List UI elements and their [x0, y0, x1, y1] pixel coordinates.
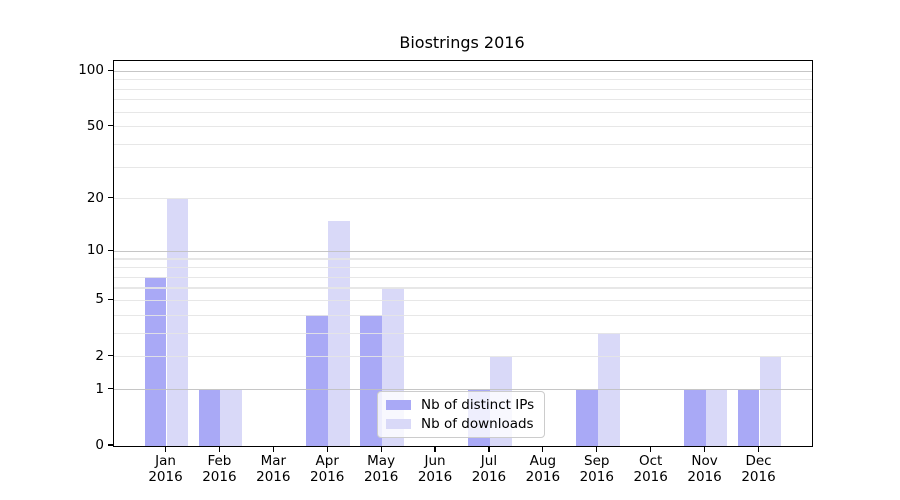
gridline-major	[114, 389, 812, 391]
x-tick-mark	[757, 446, 760, 452]
x-tick-label-sep: Sep 2016	[579, 453, 614, 485]
y-tick-mark	[107, 444, 113, 446]
bar-jan-downloads	[166, 198, 189, 446]
bar-apr-ips	[306, 315, 329, 446]
plot-area	[113, 60, 813, 447]
y-tick-label: 20	[86, 189, 104, 206]
gridline-minor	[114, 143, 812, 145]
gridline-minor	[114, 314, 812, 316]
y-tick-label: 50	[86, 117, 104, 134]
x-tick-mark	[650, 446, 652, 452]
gridline-major	[114, 250, 812, 252]
gridline-minor	[114, 111, 812, 113]
bar-dec-downloads	[759, 356, 782, 446]
x-tick-mark	[218, 446, 220, 452]
x-tick-label-jun: Jun 2016	[417, 453, 453, 485]
y-tick-label: 10	[86, 242, 104, 259]
legend-label-distinct-ips: Nb of distinct IPs	[421, 397, 535, 413]
y-tick-label: 100	[78, 62, 104, 79]
y-tick-label: 5	[95, 291, 104, 308]
chart-title: Biostrings 2016	[399, 33, 525, 52]
x-tick-mark	[434, 446, 436, 452]
bar-nov-ips	[683, 389, 706, 446]
y-tick-mark	[107, 249, 113, 251]
y-tick-mark	[107, 298, 113, 301]
y-tick-mark	[107, 355, 113, 357]
x-tick-label-dec: Dec 2016	[741, 453, 776, 485]
gridline-minor	[114, 166, 812, 168]
x-tick-label-jul: Jul 2016	[471, 453, 507, 485]
x-tick-mark	[596, 446, 598, 452]
legend-label-downloads: Nb of downloads	[421, 416, 534, 432]
legend: Nb of distinct IPs Nb of downloads	[377, 391, 545, 438]
y-tick-mark	[107, 125, 113, 127]
gridline-minor	[114, 267, 812, 269]
x-tick-mark	[326, 446, 328, 452]
x-tick-mark	[272, 446, 274, 452]
bar-dec-ips	[737, 389, 760, 446]
gridline-minor	[114, 99, 812, 101]
y-tick-mark	[107, 197, 113, 199]
bar-jan-ips	[144, 277, 167, 446]
x-tick-label-oct: Oct 2016	[633, 453, 668, 485]
legend-entry-distinct-ips: Nb of distinct IPs	[386, 398, 536, 412]
x-tick-label-feb: Feb 2016	[202, 453, 237, 485]
legend-swatch-distinct-ips-icon	[386, 400, 411, 410]
y-tick-label: 1	[95, 380, 104, 397]
gridline-minor	[114, 88, 812, 90]
x-tick-label-apr: Apr 2016	[310, 453, 345, 485]
gridline-minor	[114, 126, 812, 128]
bar-feb-downloads	[220, 389, 243, 446]
gridline-minor	[114, 287, 812, 289]
gridline-major	[114, 70, 812, 72]
gridline-minor	[114, 198, 812, 200]
y-tick-mark	[107, 388, 113, 390]
y-tick-label: 0	[95, 437, 104, 453]
bar-may-ips	[360, 315, 383, 446]
legend-entry-downloads: Nb of downloads	[386, 417, 536, 431]
x-tick-label-nov: Nov 2016	[687, 453, 722, 485]
x-tick-label-mar: Mar 2016	[256, 453, 291, 485]
bar-sep-ips	[575, 389, 598, 446]
gridline-minor	[114, 356, 812, 358]
x-tick-label-may: May 2016	[363, 453, 399, 485]
gridline-minor	[114, 79, 812, 81]
x-tick-mark	[703, 446, 706, 452]
legend-swatch-downloads-icon	[386, 419, 411, 429]
gridline-minor	[114, 332, 812, 334]
gridline-minor	[114, 258, 812, 260]
bar-feb-ips	[198, 389, 221, 446]
x-tick-mark	[542, 446, 544, 452]
x-tick-mark	[488, 446, 490, 452]
x-tick-label-jan: Jan 2016	[148, 453, 183, 485]
bar-nov-downloads	[705, 389, 728, 446]
y-tick-label: 2	[95, 347, 104, 364]
gridline-minor	[114, 299, 812, 302]
x-tick-label-aug: Aug 2016	[525, 453, 561, 485]
x-tick-mark	[164, 446, 167, 452]
gridline-minor	[114, 276, 812, 278]
x-tick-mark	[380, 446, 382, 452]
y-tick-mark	[107, 69, 113, 71]
